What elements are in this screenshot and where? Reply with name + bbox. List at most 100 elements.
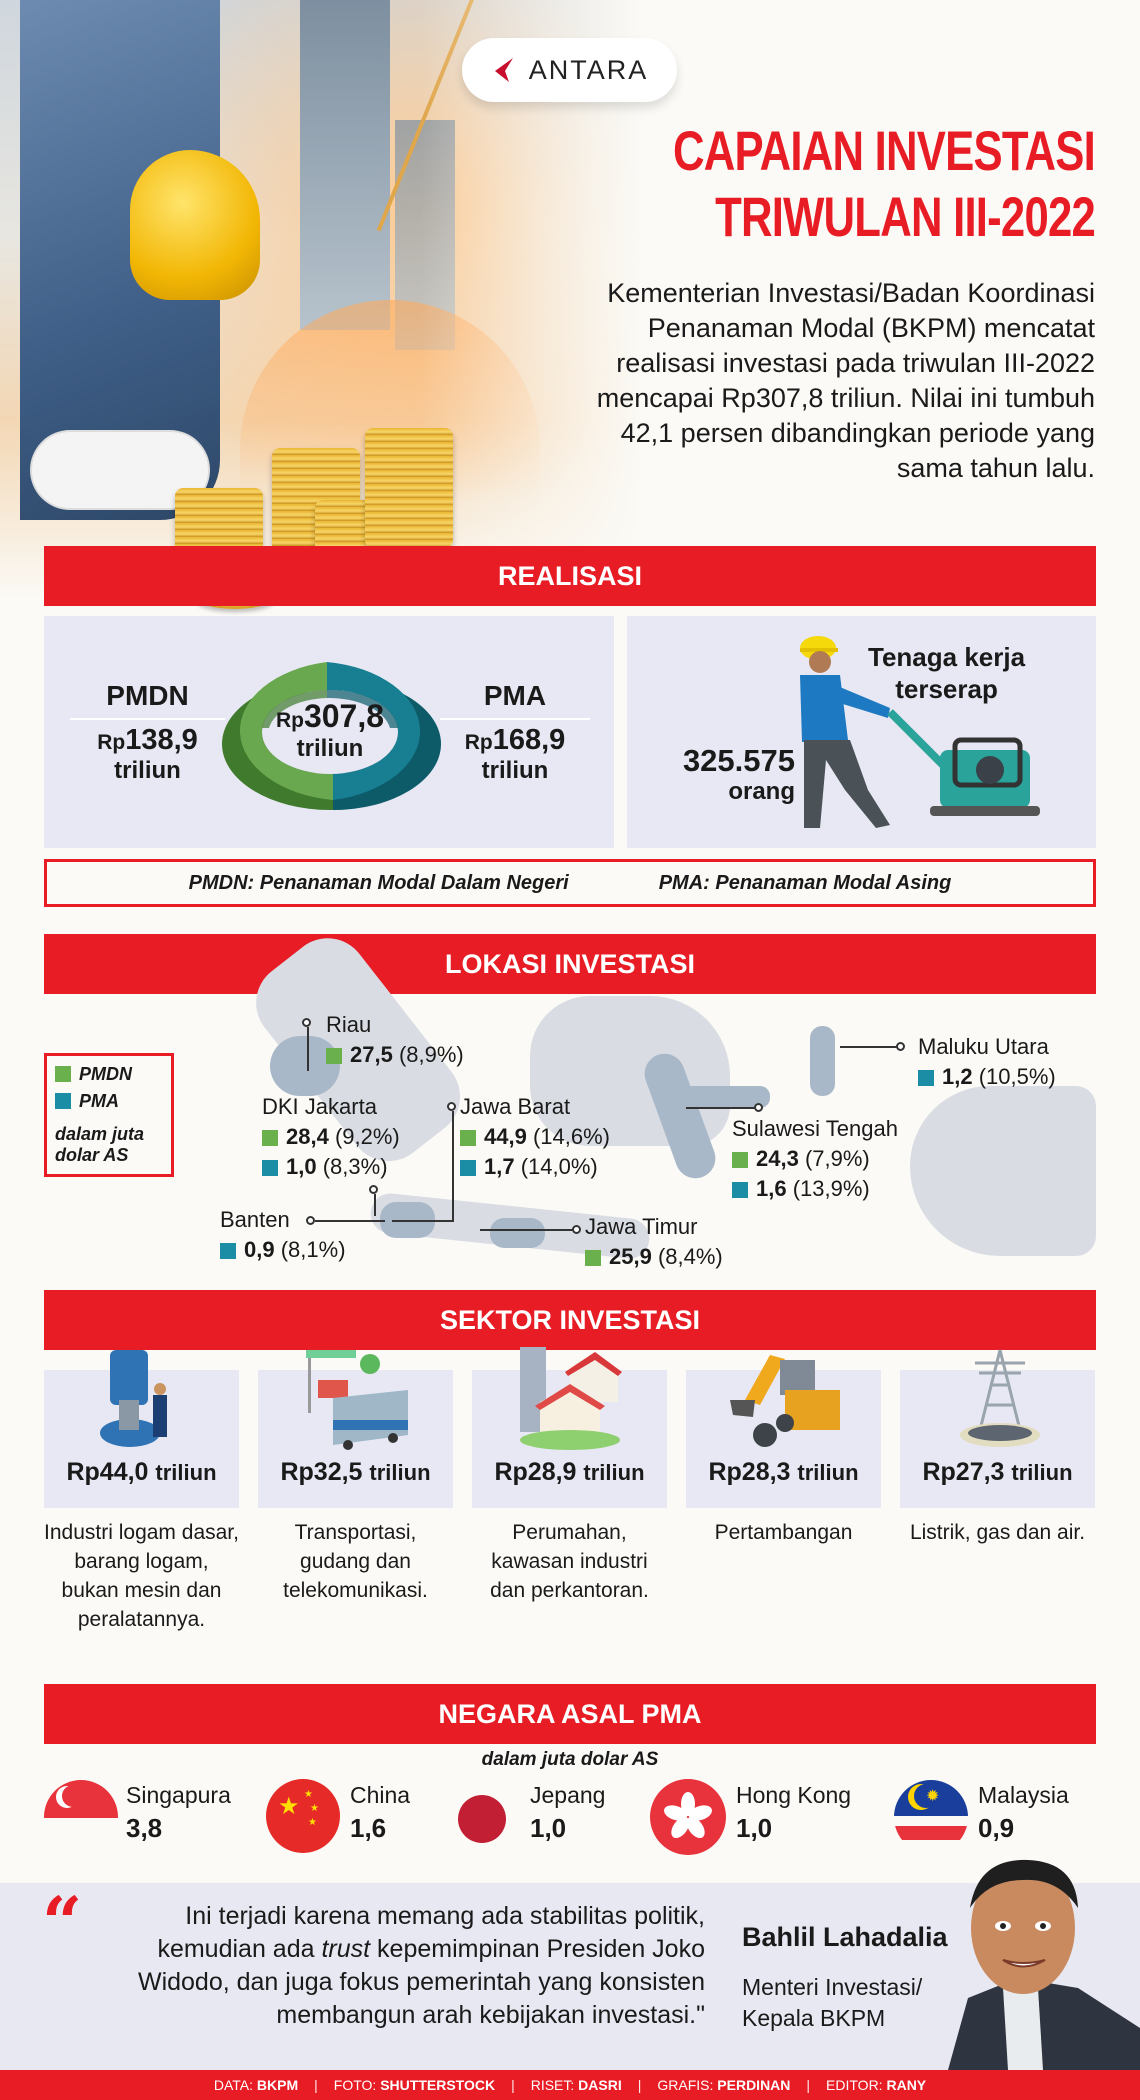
sulawesi-tengah-pin-icon	[754, 1103, 763, 1112]
role-line-2: Kepala BKPM	[742, 2005, 886, 2031]
banten-pin-icon	[306, 1216, 315, 1225]
pma-swatch	[460, 1160, 476, 1176]
bus-stop-icon	[306, 1350, 408, 1450]
quote-text-part: Ini terjadi karena memang ada stabilitas…	[157, 1902, 705, 1963]
pma-pct: (10,5%)	[978, 1064, 1056, 1089]
leader-line	[374, 1194, 376, 1216]
donut-slice-pma	[327, 662, 421, 800]
sulawesi-tengah-shape	[670, 1086, 770, 1108]
pma-pct: (8,1%)	[280, 1237, 346, 1262]
currency-prefix: Rp	[922, 1458, 956, 1486]
leader-line	[480, 1229, 575, 1231]
country-malaysia: Malaysia 0,9	[978, 1782, 1069, 1844]
skyscraper-image	[300, 0, 390, 330]
intro-paragraph: Kementerian Investasi/Badan Koordinasi P…	[596, 278, 1095, 483]
title-line-2: TRIWULAN III-2022	[715, 185, 1096, 248]
pma-unit: triliun	[481, 757, 549, 784]
pmdn-value: 25,9	[609, 1244, 652, 1269]
banner-title: LOKASI INVESTASI	[444, 948, 696, 979]
workers-title-line-1: Tenaga kerja	[868, 642, 1026, 672]
map-legend: PMDN PMA dalam juta dolar AS	[44, 1053, 174, 1177]
hong-kong-flag-icon	[650, 1779, 726, 1855]
pmdn-swatch	[262, 1130, 278, 1146]
separator: |	[314, 2077, 318, 2093]
japan-flag-icon	[458, 1795, 506, 1843]
sector-amount: 44,0	[99, 1458, 149, 1486]
realisasi-donut-chart	[222, 662, 441, 810]
divider	[440, 718, 590, 720]
workers-unit: orang	[728, 778, 795, 805]
credit-data: DATA: BKPM	[214, 2077, 298, 2093]
sector-unit: triliun	[583, 1460, 645, 1485]
sector-unit: triliun	[155, 1460, 217, 1485]
pmdn-value: 28,4	[286, 1124, 329, 1149]
role-line-1: Menteri Investasi/	[742, 1974, 923, 2000]
country-name: Singapura	[126, 1782, 231, 1808]
coin-stack-image	[365, 428, 453, 548]
pma-value: 1,6	[756, 1176, 787, 1201]
china-flag-icon: ★ ★ ★ ★	[266, 1779, 340, 1853]
pmdn-label: PMDN	[106, 680, 189, 711]
banner-title: NEGARA ASAL PMA	[438, 1698, 702, 1729]
pma-pct: (13,9%)	[792, 1176, 870, 1201]
pma-swatch	[732, 1182, 748, 1198]
country-jepang: Jepang 1,0	[530, 1782, 605, 1844]
housing-icon	[520, 1347, 622, 1450]
pmdn-swatch	[326, 1048, 342, 1064]
pma-value: 1,7	[484, 1154, 515, 1179]
country-name: Jepang	[530, 1782, 606, 1808]
pmdn-swatch	[55, 1066, 71, 1082]
credits-footer: DATA: BKPM | FOTO: SHUTTERSTOCK | RISET:…	[0, 2070, 1140, 2100]
pma-pct: (14,0%)	[520, 1154, 598, 1179]
sector-unit: triliun	[797, 1460, 859, 1485]
location-name: DKI Jakarta	[262, 1094, 377, 1119]
jawa-timur-pin-icon	[572, 1225, 581, 1234]
leader-line	[686, 1107, 756, 1109]
sector-amount: 32,5	[313, 1458, 363, 1486]
country-value: 0,9	[978, 1813, 1015, 1843]
maluku-utara-shape	[810, 1026, 835, 1096]
pma-swatch	[220, 1243, 236, 1259]
pmdn-value: 138,9	[125, 724, 198, 756]
excavator-icon	[730, 1355, 840, 1447]
country-value: 1,0	[736, 1813, 773, 1843]
pmdn-pct: (8,4%)	[657, 1244, 723, 1269]
country-singapura: Singapura 3,8	[126, 1782, 231, 1844]
total-block: Rp307,8 triliun	[255, 698, 405, 763]
total-value: 307,8	[303, 698, 385, 734]
country-value: 3,8	[126, 1813, 163, 1843]
credit-riset: RISET: DASRI	[531, 2077, 622, 2093]
antara-mark-icon	[494, 58, 513, 82]
divider	[70, 718, 225, 720]
pma-block: PMA Rp168,9 triliun	[440, 680, 590, 785]
pma-swatch	[918, 1070, 934, 1086]
banner-lokasi: LOKASI INVESTASI	[44, 934, 1096, 994]
credit-label: FOTO:	[333, 2077, 377, 2093]
antara-logo[interactable]: ANTARA	[462, 38, 677, 102]
power-tower-icon	[960, 1349, 1040, 1447]
location-riau: Riau 27,5 (8,9%)	[326, 1010, 464, 1070]
sector-description: Transportasi, gudang dan telekomunikasi.	[283, 1521, 428, 1602]
sector-value: Rp28,3 triliun	[686, 1458, 881, 1487]
riau-pin-icon	[302, 1018, 311, 1027]
pma-value: 0,9	[244, 1237, 275, 1262]
sector-description: Industri logam dasar, barang logam, buka…	[44, 1521, 239, 1631]
credit-label: RISET:	[530, 2077, 575, 2093]
currency-prefix: Rp	[280, 1458, 314, 1486]
pma-value: 168,9	[492, 724, 566, 756]
indonesia-map	[190, 922, 1096, 1276]
pmdn-swatch	[732, 1152, 748, 1168]
pmdn-swatch	[460, 1130, 476, 1146]
pmdn-block: PMDN Rp138,9 triliun	[70, 680, 225, 785]
abbreviation-note: PMDN: Penanaman Modal Dalam Negeri PMA: …	[44, 859, 1096, 907]
donut-hole	[262, 690, 398, 774]
total-unit: triliun	[296, 735, 364, 762]
leader-line	[452, 1111, 454, 1221]
pmdn-pct: (7,9%)	[804, 1146, 870, 1171]
quote-mark-icon: “	[42, 1881, 83, 1964]
legend-unit-line-1: dalam juta	[55, 1124, 145, 1144]
country-hong-kong: Hong Kong 1,0	[736, 1782, 851, 1844]
pma-label: PMA	[483, 680, 547, 711]
pmdn-pct: (9,2%)	[334, 1124, 400, 1149]
sector-description: Listrik, gas dan air.	[909, 1521, 1086, 1544]
